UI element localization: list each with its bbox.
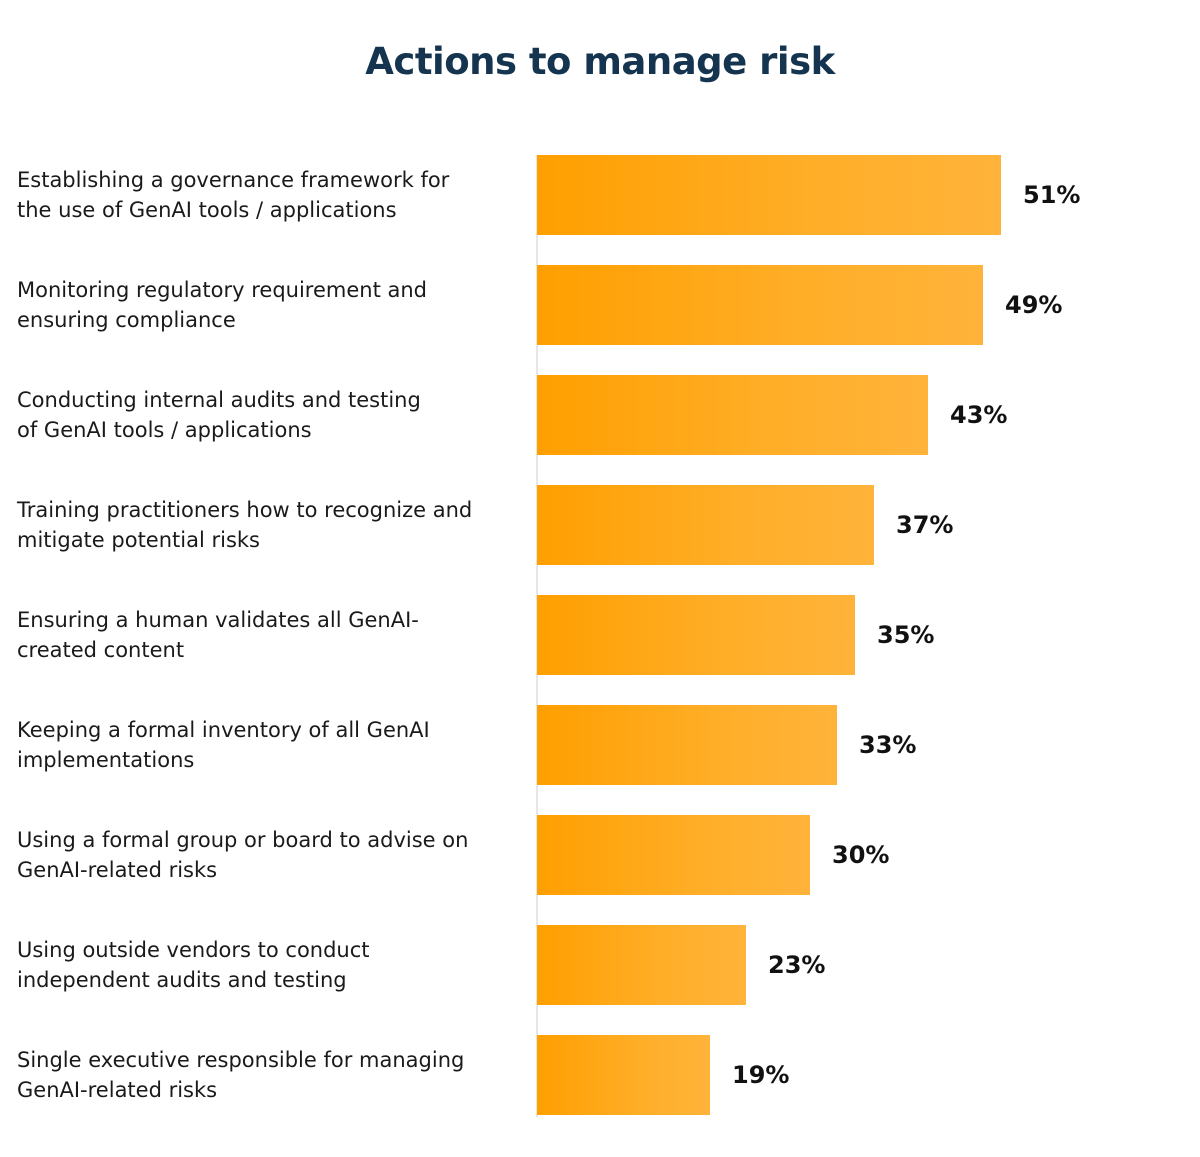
category-label-line: Using outside vendors to conduct — [17, 938, 370, 962]
category-label: Using a formal group or board to advise … — [17, 825, 517, 885]
category-label: Single executive responsible for managin… — [17, 1045, 517, 1105]
chart-title: Actions to manage risk — [365, 40, 835, 83]
bar-value-label: 30% — [832, 841, 890, 869]
bar — [537, 705, 837, 785]
category-label: Ensuring a human validates all GenAI-cre… — [17, 605, 517, 665]
category-label-line: Establishing a governance framework for — [17, 168, 450, 192]
bar — [537, 155, 1001, 235]
bar-value-label: 49% — [1005, 291, 1063, 319]
bar-value-label: 37% — [896, 511, 954, 539]
category-label-line: Training practitioners how to recognize … — [17, 498, 473, 522]
category-label-line: GenAI-related risks — [17, 858, 218, 882]
bar — [537, 265, 983, 345]
category-label-line: mitigate potential risks — [17, 528, 260, 552]
bar-value-label: 43% — [950, 401, 1008, 429]
bar — [537, 1035, 710, 1115]
bar-value-label: 23% — [768, 951, 826, 979]
category-label-line: ensuring compliance — [17, 308, 236, 332]
bar-value-label: 51% — [1023, 181, 1081, 209]
bar-value-label: 35% — [877, 621, 935, 649]
category-label-line: Using a formal group or board to advise … — [17, 828, 469, 852]
category-label: Conducting internal audits and testing of… — [17, 385, 517, 445]
category-label-line: the use of GenAI tools / applications — [17, 198, 397, 222]
bar-value-label: 33% — [859, 731, 917, 759]
bar-value-label: 19% — [732, 1061, 790, 1089]
category-label-line: Keeping a formal inventory of all GenAI — [17, 718, 430, 742]
category-label-line: Single executive responsible for managin… — [17, 1048, 465, 1072]
category-label-line: implementations — [17, 748, 195, 772]
category-label-line: independent audits and testing — [17, 968, 347, 992]
category-label: Monitoring regulatory requirement and ens… — [17, 275, 517, 335]
category-label-line: Ensuring a human validates all GenAI- — [17, 608, 419, 632]
category-label: Keeping a formal inventory of all GenAI i… — [17, 715, 517, 775]
bar — [537, 375, 928, 455]
category-label-line: Conducting internal audits and testing — [17, 388, 421, 412]
category-label: Training practitioners how to recognize … — [17, 495, 517, 555]
category-label-line: created content — [17, 638, 185, 662]
bar — [537, 485, 874, 565]
category-label-line: Monitoring regulatory requirement and — [17, 278, 427, 302]
category-label-line: of GenAI tools / applications — [17, 418, 312, 442]
category-label: Establishing a governance framework for t… — [17, 165, 517, 225]
bar — [537, 595, 855, 675]
bar — [537, 925, 746, 1005]
category-label: Using outside vendors to conduct independ… — [17, 935, 517, 995]
category-label-line: GenAI-related risks — [17, 1078, 218, 1102]
bar — [537, 815, 810, 895]
